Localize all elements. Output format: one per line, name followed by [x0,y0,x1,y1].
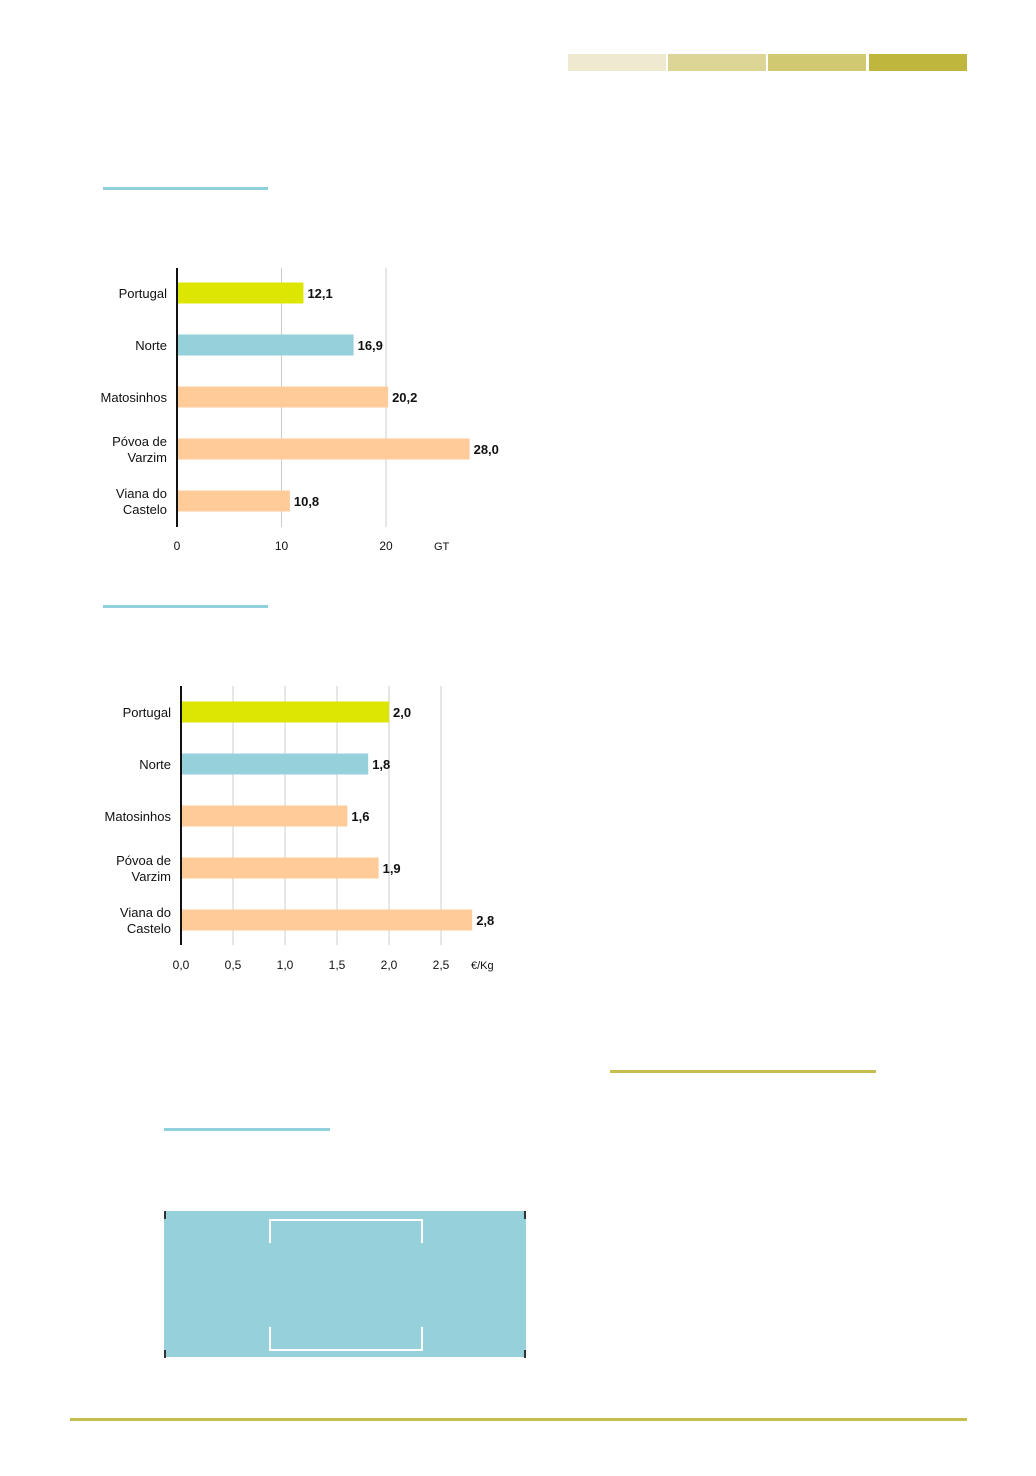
bar-2 [177,386,389,408]
tick-label-0: 0,0 [173,958,190,972]
tick-label-1: 0,5 [225,958,242,972]
tick-label-2: 1,0 [277,958,294,972]
tick-label-0: 0 [174,539,181,553]
footer-rule [70,1418,967,1421]
header-strip-segment-4 [869,54,967,71]
value-label-3: 1,9 [383,861,401,876]
bar-3 [177,438,470,460]
info-panel [164,1211,526,1357]
panel-corner-bl [164,1350,166,1358]
category-label-1-0: Norte [135,338,167,353]
value-label-2: 20,2 [392,390,417,405]
unit-label: €/Kg [471,960,494,972]
bar-4 [181,909,473,931]
panel-corner-br [524,1350,526,1358]
unit-label: GT [434,541,450,553]
category-label-4-1: Castelo [123,502,167,517]
panel-heading-rule [164,1128,330,1131]
bar-2 [181,805,348,827]
chart-gt: 12,1 Portugal 16,9 Norte 20,2 Matosinhos 28,0 P… [101,268,499,553]
bar-4 [177,490,290,512]
panel-top-bracket [269,1219,423,1243]
tick-label-2: 20 [379,539,393,553]
bar-0 [177,282,304,304]
chart-eur-per-kg: 2,0 Portugal 1,8 Norte 1,6 Matosinhos 1,9 Póvoa… [105,686,494,972]
panel-corner-tl [164,1211,166,1219]
category-label-4-0: Viana do [120,905,171,920]
bar-1 [177,334,354,356]
tick-label-5: 2,5 [433,958,450,972]
bar-3 [181,857,379,879]
value-label-3: 28,0 [474,442,499,457]
tick-label-1: 10 [275,539,289,553]
chart2-heading-rule [103,605,268,608]
category-label-3-1: Varzim [132,869,171,884]
category-label-0-0: Portugal [123,705,172,720]
category-label-2-0: Matosinhos [101,390,168,405]
value-label-0: 2,0 [393,705,411,720]
category-label-3-0: Póvoa de [116,853,171,868]
category-label-4-1: Castelo [127,921,171,936]
panel-corner-tr [524,1211,526,1219]
header-strip-segment-3 [768,54,866,71]
header-strip-segment-1 [568,54,666,71]
category-label-3-1: Varzim [128,450,167,465]
header-strip-segment-2 [668,54,766,71]
chart1-heading-rule [103,187,268,190]
category-label-2-0: Matosinhos [105,809,172,824]
value-label-2: 1,6 [351,809,369,824]
value-label-0: 12,1 [307,286,332,301]
value-label-1: 1,8 [372,757,390,772]
category-label-0-0: Portugal [119,286,168,301]
value-label-1: 16,9 [358,338,383,353]
value-label-4: 2,8 [476,913,494,928]
value-label-4: 10,8 [294,494,319,509]
category-label-1-0: Norte [139,757,171,772]
sidebar-heading-rule [610,1070,876,1073]
category-label-3-0: Póvoa de [112,434,167,449]
tick-label-3: 1,5 [329,958,346,972]
category-label-4-0: Viana do [116,486,167,501]
tick-label-4: 2,0 [381,958,398,972]
panel-bottom-bracket [269,1327,423,1351]
bar-1 [181,753,369,775]
bar-0 [181,701,389,723]
